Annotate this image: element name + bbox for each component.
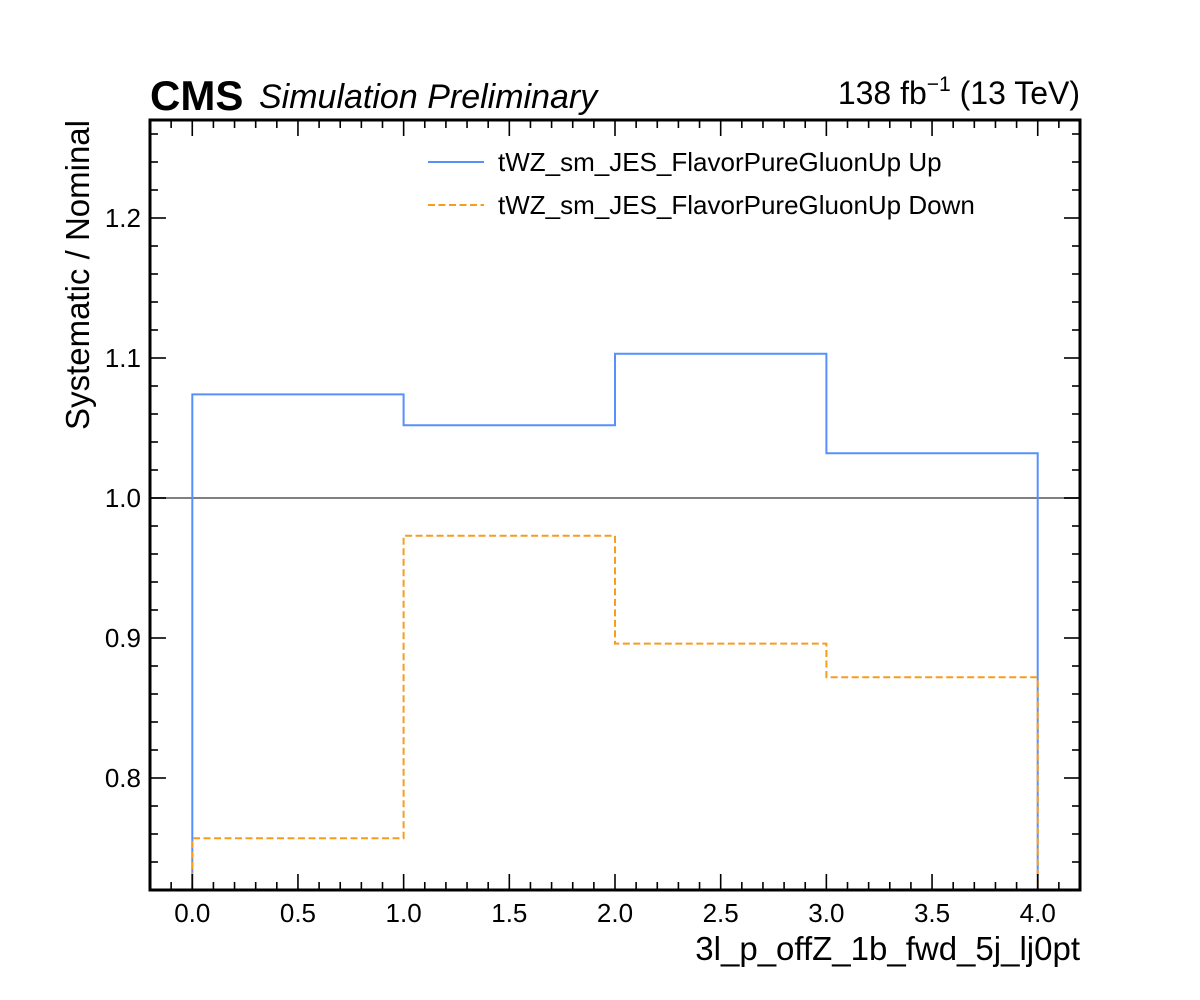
x-tick-label: 0.0 [174,898,210,928]
x-tick-label: 4.0 [1020,898,1056,928]
axis-ticks [149,120,1081,891]
x-tick-label: 2.5 [703,898,739,928]
y-tick-label: 1.1 [105,343,141,373]
series-0 [191,352,1039,890]
axis-tick-labels: 0.0 0.5 1.0 1.5 2.0 2.5 3.0 3.5 4.0 0.8 0.9 1.0 1.1 1… [105,203,1056,928]
x-tick-label: 3.0 [808,898,844,928]
series-line-0 [191,352,1039,890]
legend-label: tWZ_sm_JES_FlavorPureGluonUp Down [498,190,975,220]
series-1 [191,534,1039,890]
y-tick-label: 0.8 [105,763,141,793]
y-tick-label: 1.0 [105,483,141,513]
legend: tWZ_sm_JES_FlavorPureGluonUp Up tWZ_sm_JE… [428,147,975,220]
series-line-1 [191,534,1039,890]
x-tick-label: 1.5 [491,898,527,928]
x-axis-label: 3l_p_offZ_1b_fwd_5j_lj0pt [695,930,1080,967]
x-tick-label: 3.5 [914,898,950,928]
experiment-label: CMS [150,72,243,119]
x-tick-label: 0.5 [280,898,316,928]
y-tick-label: 1.2 [105,203,141,233]
status-label: Simulation Preliminary [259,78,599,116]
legend-label: tWZ_sm_JES_FlavorPureGluonUp Up [498,147,942,177]
luminosity-label: 138 fb−1 (13 TeV) [838,73,1080,111]
x-tick-label: 2.0 [597,898,633,928]
x-tick-label: 1.0 [386,898,422,928]
plot-frame [148,118,1082,892]
plot-area [150,352,1080,890]
y-tick-label: 0.9 [105,623,141,653]
y-axis-label: Systematic / Nominal [59,120,96,430]
